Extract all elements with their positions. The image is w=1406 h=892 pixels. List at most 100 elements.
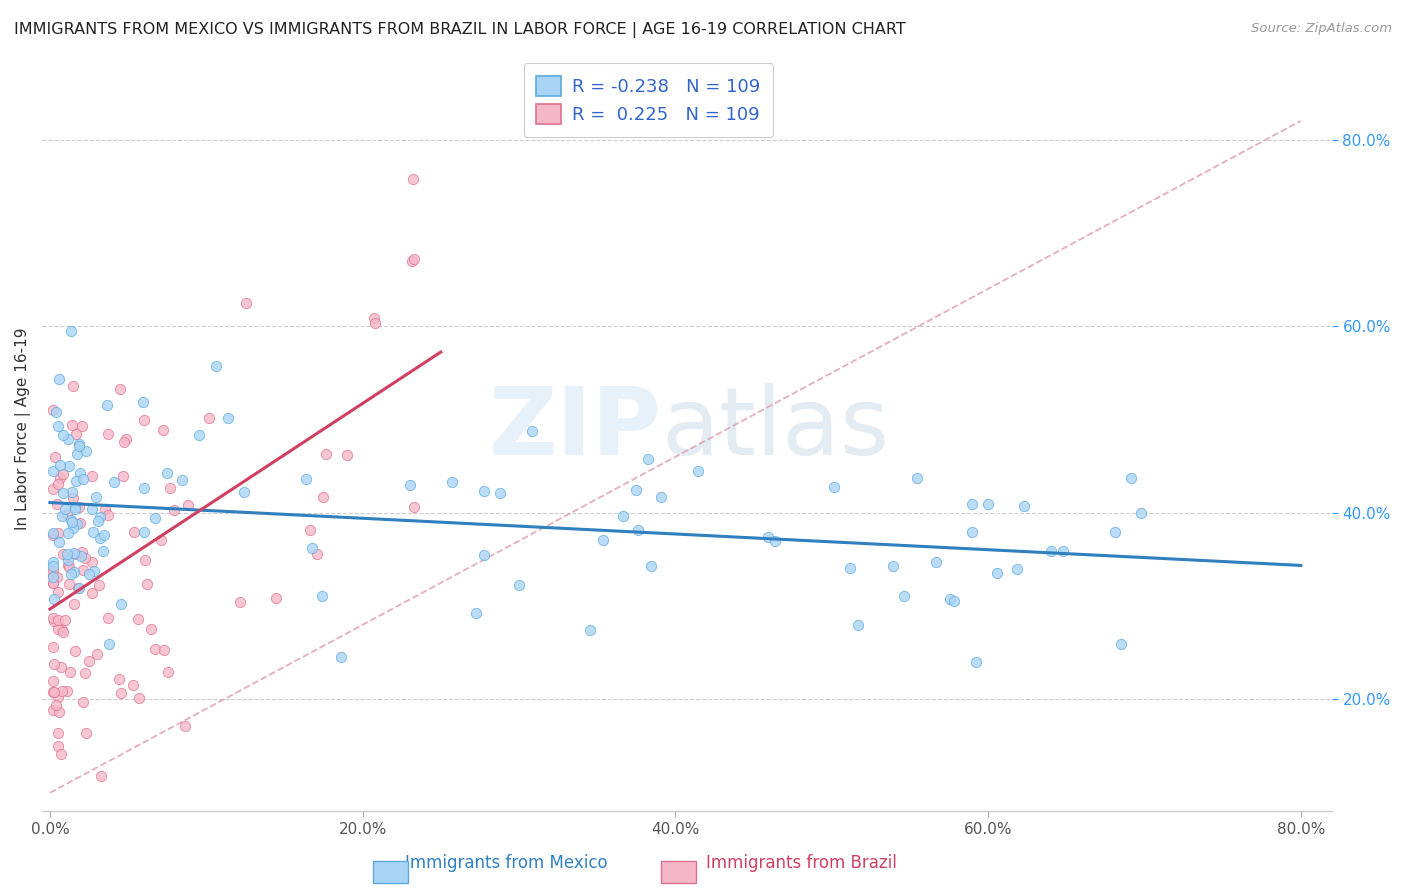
Point [44, 405, 66, 419]
Point [233, 484, 256, 499]
Point [132, 413, 155, 427]
Point [42, 563, 65, 577]
Point [522, 424, 544, 438]
Point [48, 372, 70, 386]
Point [399, 478, 422, 492]
Point [46, 476, 69, 491]
Point [49, 471, 72, 485]
Point [1040, 544, 1063, 558]
Point [46, 419, 69, 434]
Point [42, 482, 65, 496]
Point [977, 497, 1000, 511]
Point [107, 672, 129, 686]
Point [152, 643, 174, 657]
Point [80, 586, 103, 600]
Point [89, 510, 111, 524]
Point [63, 565, 86, 579]
Point [299, 523, 322, 537]
Point [823, 480, 845, 494]
Point [46, 690, 69, 705]
Point [295, 472, 318, 486]
Point [63, 500, 86, 514]
Point [98, 637, 121, 651]
Point [112, 434, 135, 449]
Point [763, 533, 786, 548]
Text: Immigrants from Brazil: Immigrants from Brazil [706, 855, 897, 872]
Point [42, 575, 65, 590]
Point [1052, 544, 1074, 558]
Text: Source: ZipAtlas.com: Source: ZipAtlas.com [1251, 22, 1392, 36]
Point [44, 657, 66, 671]
Point [110, 382, 132, 396]
Point [49, 458, 72, 473]
Point [91, 544, 114, 558]
Point [89, 532, 111, 546]
Point [58, 560, 80, 574]
Point [162, 503, 184, 517]
Point [472, 548, 495, 562]
Point [188, 427, 211, 442]
Point [42, 592, 65, 607]
Point [48, 705, 70, 719]
Point [329, 650, 352, 665]
Point [66, 581, 89, 595]
Point [152, 423, 174, 437]
Point [127, 612, 149, 626]
Point [1121, 471, 1143, 485]
Point [960, 524, 983, 539]
Point [56, 553, 79, 567]
Point [882, 558, 904, 573]
Point [53, 502, 76, 516]
Point [46, 613, 69, 627]
Point [67, 581, 90, 595]
Point [65, 427, 87, 442]
Point [612, 509, 634, 524]
Point [42, 673, 65, 688]
Point [464, 607, 486, 621]
Point [66, 447, 89, 461]
Point [45, 698, 67, 713]
Point [52, 625, 75, 640]
Point [56, 432, 79, 446]
Point [301, 541, 323, 556]
Point [925, 555, 948, 569]
Point [112, 469, 135, 483]
Point [59, 665, 82, 679]
Point [46, 739, 69, 753]
Point [46, 622, 69, 636]
Point [82, 524, 104, 539]
Point [650, 490, 672, 504]
Point [305, 547, 328, 561]
Point [143, 641, 166, 656]
Point [893, 589, 915, 603]
Point [848, 618, 870, 632]
Point [174, 719, 197, 733]
Point [97, 427, 120, 442]
Point [962, 497, 984, 511]
Point [97, 611, 120, 625]
Point [86, 647, 108, 661]
Point [60, 513, 83, 527]
Point [56, 508, 79, 522]
Point [965, 655, 987, 669]
Point [56, 684, 79, 698]
Point [363, 316, 385, 330]
Point [51, 684, 73, 698]
Point [70, 545, 93, 559]
Point [65, 475, 87, 489]
Point [45, 570, 67, 584]
Point [311, 589, 333, 603]
Point [42, 575, 65, 590]
Point [69, 467, 91, 481]
Point [229, 595, 252, 609]
Point [56, 547, 79, 561]
Point [110, 597, 132, 611]
Point [839, 561, 862, 575]
Point [46, 526, 69, 541]
Point [404, 252, 426, 266]
Point [53, 613, 76, 627]
Point [402, 172, 425, 186]
Point [48, 535, 70, 549]
Point [59, 567, 82, 582]
Point [404, 500, 426, 515]
